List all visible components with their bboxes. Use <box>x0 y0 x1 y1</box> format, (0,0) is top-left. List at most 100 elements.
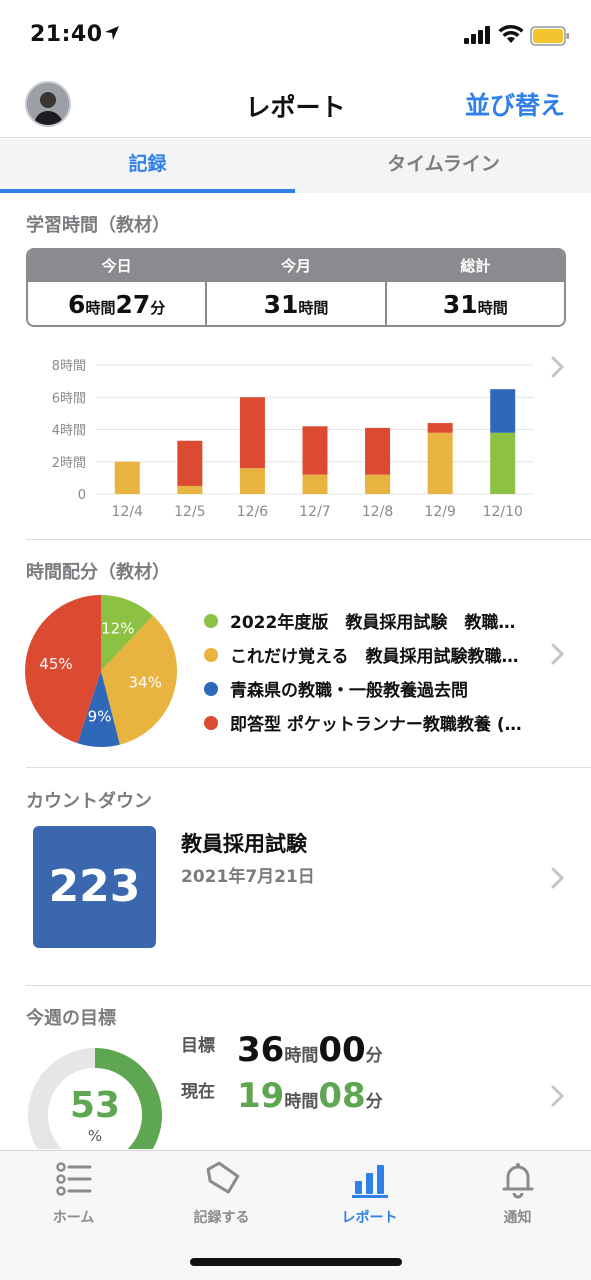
cellular-signal-icon <box>464 26 490 44</box>
tabbar-item-home[interactable]: ホーム <box>0 1159 147 1226</box>
time-allocation-title: 時間配分（教材） <box>26 562 170 583</box>
page-title: レポート <box>245 93 346 122</box>
legend-dot <box>204 648 218 662</box>
x-tick-label: 12/8 <box>362 504 393 520</box>
goal-current-label: 現在 <box>181 1082 215 1102</box>
divider <box>26 539 591 540</box>
x-tick-label: 12/4 <box>112 504 144 520</box>
legend-label: 青森県の教職・一般教養過去問 <box>230 681 468 701</box>
pie-slice <box>101 615 177 745</box>
goal-current-value: 19時間08分 <box>237 1076 383 1116</box>
goal-target-label: 目標 <box>181 1036 215 1056</box>
legend-dot <box>204 614 218 628</box>
goal-target-hours-unit: 時間 <box>284 1046 319 1066</box>
countdown-date: 2021年7月21日 <box>181 867 315 887</box>
bar-segment <box>365 474 391 494</box>
x-tick-label: 12/9 <box>424 504 455 520</box>
bar-segment <box>427 432 453 494</box>
pie-slice <box>101 595 154 671</box>
stat-hours-unit: 時間 <box>477 299 508 317</box>
y-tick-label: 8時間 <box>52 359 86 374</box>
goal-percent-unit: % <box>87 1127 103 1145</box>
goal-target-value: 36時間00分 <box>237 1030 383 1070</box>
stat-hours: 6 <box>68 290 86 319</box>
pie-value-label: 12% <box>101 620 134 638</box>
tabbar-label: 記録する <box>193 1210 250 1226</box>
bar-segment <box>239 397 265 469</box>
location-arrow-icon <box>105 26 119 40</box>
stat-month: 今月 31時間 <box>207 250 387 325</box>
battery-icon <box>530 26 569 46</box>
goal-current-minutes-unit: 分 <box>365 1092 383 1112</box>
tabbar-label: ホーム <box>52 1210 95 1226</box>
bar-segment <box>490 432 516 494</box>
goal-target-minutes-unit: 分 <box>365 1046 383 1066</box>
countdown-days[interactable]: 223 <box>33 826 156 948</box>
pie-value-label: 9% <box>88 708 112 726</box>
tab-timeline[interactable]: タイムライン <box>387 153 500 175</box>
legend-label: 即答型 ポケットランナー教職教養 (… <box>230 715 522 735</box>
y-tick-label: 2時間 <box>52 456 86 471</box>
tab-record[interactable]: 記録 <box>0 139 295 193</box>
x-tick-label: 12/5 <box>174 504 205 520</box>
study-time-stats: 今日 6時間27分 今月 31時間 総計 31時間 <box>26 248 566 327</box>
countdown-title: カウントダウン <box>26 791 152 812</box>
goal-current-hours: 19 <box>237 1076 285 1116</box>
x-tick-label: 12/10 <box>483 504 523 520</box>
stat-label: 今月 <box>207 250 385 282</box>
tag-icon <box>206 1161 239 1194</box>
tabbar-item-notifications[interactable]: 通知 <box>444 1159 591 1226</box>
stat-label: 総計 <box>386 250 564 282</box>
avatar[interactable] <box>25 81 71 127</box>
chevron-right-icon[interactable] <box>551 356 565 378</box>
stat-value: 31時間 <box>207 282 384 325</box>
y-tick-label: 0 <box>78 488 86 503</box>
goal-current-hours-unit: 時間 <box>284 1092 319 1112</box>
legend-label: 2022年度版 教員採用試験 教職… <box>230 613 516 633</box>
y-tick-label: 6時間 <box>52 391 86 406</box>
tabbar-label: レポート <box>341 1210 398 1226</box>
legend-label: これだけ覚える 教員採用試験教職… <box>230 647 519 667</box>
list-icon <box>55 1162 91 1196</box>
divider <box>26 767 591 768</box>
goal-progress-ring <box>28 1048 162 1149</box>
legend-item: 2022年度版 教員採用試験 教職… <box>204 608 524 642</box>
goal-percent: 53 <box>69 1085 121 1126</box>
stat-minutes: 27 <box>115 290 151 319</box>
time-allocation-pie-chart[interactable]: 12% 34% 9% 45% <box>24 594 178 748</box>
home-indicator <box>190 1258 402 1266</box>
stat-hours: 31 <box>263 290 299 319</box>
stat-total: 総計 31時間 <box>386 250 564 325</box>
pie-value-label: 34% <box>128 673 161 691</box>
bar-segment <box>490 389 516 433</box>
pie-slice <box>25 595 101 744</box>
legend-dot <box>204 682 218 696</box>
pie-value-label: 45% <box>39 655 72 673</box>
stat-label: 今日 <box>28 250 206 282</box>
goal-target-minutes: 00 <box>318 1030 366 1070</box>
bar-segment <box>177 485 203 494</box>
status-bar: 21:40 <box>0 0 591 68</box>
chevron-right-icon[interactable] <box>551 867 565 889</box>
tabbar-item-report[interactable]: レポート <box>296 1159 443 1226</box>
study-time-bar-chart[interactable]: 8時間 6時間 4時間 2時間 0 12/4 12/5 12/6 12/7 12/8 12/9 12/… <box>26 350 546 525</box>
legend-item: 青森県の教職・一般教養過去問 <box>204 676 524 710</box>
goal-target-hours: 36 <box>237 1030 285 1070</box>
bar-segment <box>427 423 453 433</box>
chevron-right-icon[interactable] <box>551 643 565 665</box>
sort-button[interactable]: 並び替え <box>464 91 565 120</box>
tabbar-item-record[interactable]: 記録する <box>148 1159 295 1226</box>
pie-legend: 2022年度版 教員採用試験 教職… これだけ覚える 教員採用試験教職… 青森県… <box>204 608 524 744</box>
divider <box>26 985 591 986</box>
x-tick-label: 12/6 <box>237 504 269 520</box>
bar-segment <box>239 468 265 494</box>
legend-dot <box>204 716 218 730</box>
nav-header: レポート 並び替え <box>0 68 591 138</box>
bell-icon <box>502 1163 533 1199</box>
study-time-title: 学習時間（教材） <box>26 215 170 236</box>
stat-minutes-unit: 分 <box>150 299 166 317</box>
chevron-right-icon[interactable] <box>551 1085 565 1107</box>
status-time: 21:40 <box>30 22 103 47</box>
stat-value: 31時間 <box>387 282 564 325</box>
stat-hours-unit: 時間 <box>298 299 329 317</box>
